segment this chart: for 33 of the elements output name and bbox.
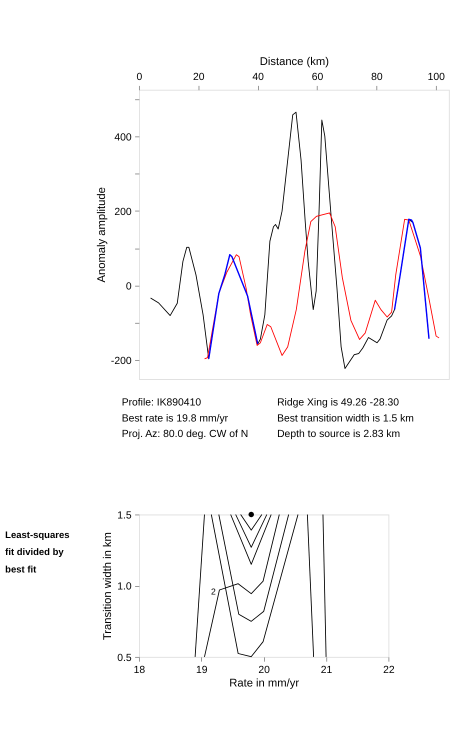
annotation: 2	[210, 586, 216, 596]
y-tick-label: 1.0	[117, 582, 132, 593]
x-tick-label: 20	[193, 72, 205, 83]
x-tick-label: 19	[196, 664, 208, 676]
y-axis-title: Transition width in km	[102, 532, 114, 640]
y-tick-label: 200	[114, 206, 132, 218]
x-tick-label: 60	[312, 72, 324, 83]
text: Ridge Xing is 49.26 -28.30	[277, 398, 400, 409]
line-series	[208, 254, 258, 360]
x-tick-label: 80	[371, 72, 383, 83]
x-tick-label: 21	[320, 664, 333, 676]
line-series	[204, 212, 440, 360]
text: Least-squares fit divided by best fit	[5, 530, 70, 576]
x-tick-label: 18	[134, 664, 146, 676]
y-tick-label: -200	[110, 356, 132, 368]
x-tick-label: 40	[252, 72, 264, 83]
text: Best rate is 19.8 mm/yr	[122, 413, 229, 424]
x-tick-label: 100	[428, 72, 446, 83]
text: Proj. Az: 80.0 deg. CW of N	[122, 428, 248, 440]
x-axis-title: Distance (km)	[260, 56, 330, 68]
x-tick-label: 20	[258, 664, 270, 676]
y-tick-label: 400	[114, 132, 132, 144]
x-tick-label: 0	[136, 72, 143, 83]
y-tick-label: 0.5	[117, 652, 132, 664]
x-tick-label: 22	[383, 664, 395, 676]
text: Profile: IK890410	[122, 398, 202, 409]
x-axis-title: Rate in mm/yr	[229, 678, 300, 690]
text: Depth to source is 2.83 km	[277, 428, 400, 440]
y-tick-label: 1.5	[117, 510, 132, 522]
text: Best transition width is 1.5 km	[277, 413, 414, 424]
line-series	[394, 218, 430, 340]
y-axis-title: Anomaly amplitude	[96, 187, 108, 283]
y-tick-label: 0	[126, 282, 132, 293]
